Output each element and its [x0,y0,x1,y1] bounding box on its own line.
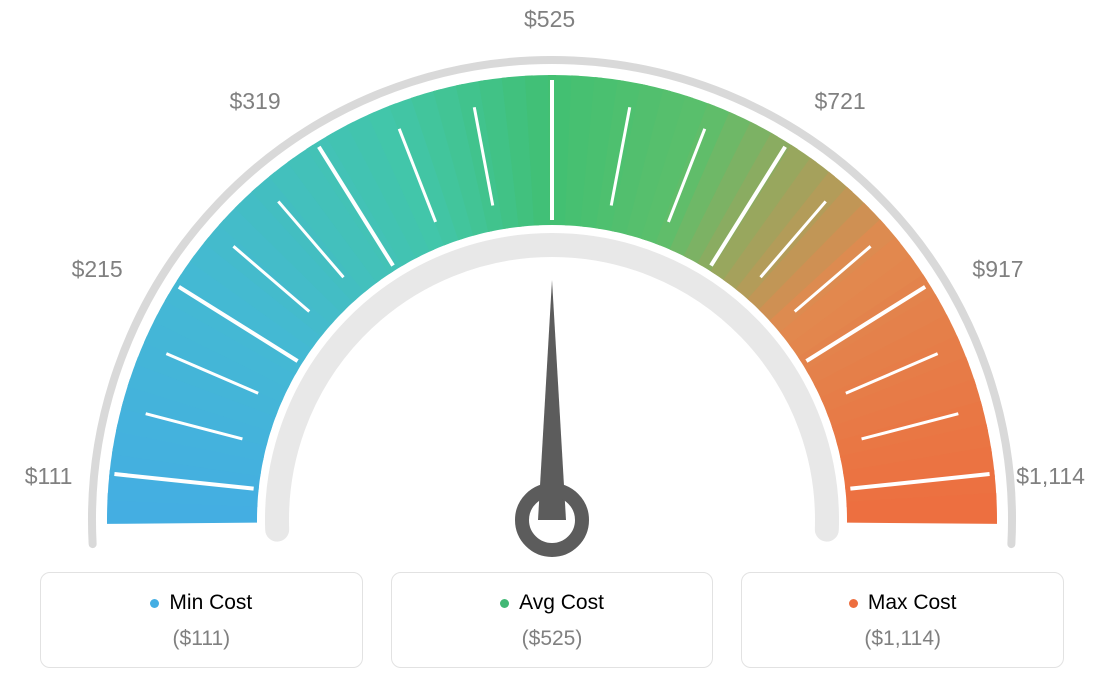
legend-value-min: ($111) [51,627,352,651]
gauge-tick-label: $917 [972,256,1023,283]
gauge-tick-label: $215 [72,256,123,283]
legend-row: Min Cost ($111) Avg Cost ($525) Max Cost… [40,572,1064,668]
legend-label-max: Max Cost [868,591,957,615]
legend-dot-avg [500,599,509,608]
legend-label-min: Min Cost [169,591,252,615]
legend-dot-min [150,599,159,608]
legend-value-max: ($1,114) [752,627,1053,651]
gauge-tick-label: $525 [524,6,575,33]
gauge-svg [52,20,1052,560]
gauge-tick-label: $721 [815,88,866,115]
legend-card-min: Min Cost ($111) [40,572,363,668]
legend-card-avg: Avg Cost ($525) [391,572,714,668]
gauge-tick-label: $111 [25,463,73,490]
legend-label-avg: Avg Cost [519,591,604,615]
legend-value-avg: ($525) [402,627,703,651]
gauge-chart: $111 $215 $319 $525 $721 $917 $1,114 [0,0,1104,560]
gauge-tick-label: $319 [229,88,280,115]
gauge-tick-label: $1,114 [1016,463,1085,490]
legend-dot-max [849,599,858,608]
legend-card-max: Max Cost ($1,114) [741,572,1064,668]
